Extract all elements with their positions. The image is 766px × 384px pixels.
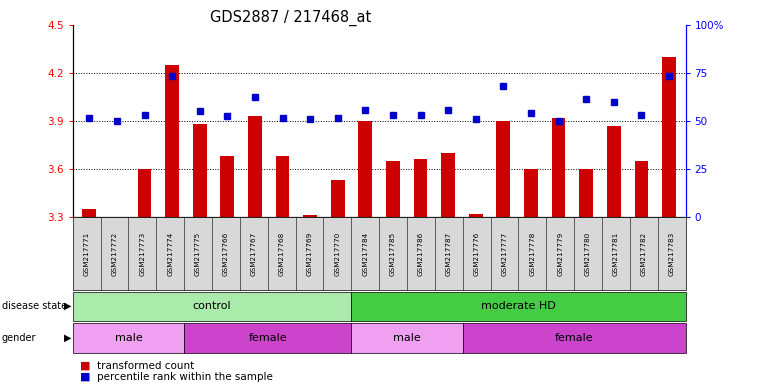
Bar: [193, 124, 207, 217]
Text: gender: gender: [2, 333, 36, 343]
Bar: [276, 156, 290, 217]
Text: ▶: ▶: [64, 301, 72, 311]
Bar: [165, 65, 179, 217]
Bar: [248, 116, 262, 217]
Bar: [331, 180, 345, 217]
Text: GSM217766: GSM217766: [223, 231, 229, 276]
Bar: [579, 169, 593, 217]
Text: GSM217778: GSM217778: [529, 231, 535, 276]
Text: GSM217787: GSM217787: [446, 231, 452, 276]
Bar: [552, 118, 565, 217]
Text: GSM217779: GSM217779: [557, 231, 563, 276]
Text: GSM217786: GSM217786: [418, 231, 424, 276]
Text: percentile rank within the sample: percentile rank within the sample: [97, 372, 273, 382]
Text: GSM217769: GSM217769: [306, 231, 313, 276]
Text: GDS2887 / 217468_at: GDS2887 / 217468_at: [211, 10, 372, 26]
Bar: [469, 214, 483, 217]
Text: male: male: [393, 333, 421, 343]
Text: GSM217781: GSM217781: [613, 231, 619, 276]
Bar: [634, 161, 648, 217]
Text: female: female: [248, 333, 287, 343]
Text: transformed count: transformed count: [97, 361, 195, 371]
Text: GSM217775: GSM217775: [195, 231, 201, 276]
Text: GSM217777: GSM217777: [502, 231, 508, 276]
Text: GSM217784: GSM217784: [362, 231, 368, 276]
Bar: [524, 169, 538, 217]
Bar: [441, 153, 455, 217]
Text: female: female: [555, 333, 594, 343]
Bar: [110, 217, 124, 220]
Text: control: control: [193, 301, 231, 311]
Text: GSM217776: GSM217776: [473, 231, 480, 276]
Text: GSM217774: GSM217774: [167, 231, 173, 276]
Bar: [83, 209, 97, 217]
Text: GSM217780: GSM217780: [585, 231, 591, 276]
Text: male: male: [115, 333, 142, 343]
Text: GSM217771: GSM217771: [83, 231, 90, 276]
Text: moderate HD: moderate HD: [481, 301, 556, 311]
Text: GSM217785: GSM217785: [390, 231, 396, 276]
Text: GSM217767: GSM217767: [250, 231, 257, 276]
Text: GSM217773: GSM217773: [139, 231, 146, 276]
Bar: [386, 161, 400, 217]
Text: GSM217768: GSM217768: [279, 231, 285, 276]
Text: GSM217782: GSM217782: [641, 231, 647, 276]
Bar: [138, 169, 152, 217]
Bar: [607, 126, 620, 217]
Text: GSM217783: GSM217783: [669, 231, 675, 276]
Bar: [221, 156, 234, 217]
Text: GSM217770: GSM217770: [335, 231, 340, 276]
Text: disease state: disease state: [2, 301, 67, 311]
Bar: [662, 57, 676, 217]
Bar: [496, 121, 510, 217]
Bar: [358, 121, 372, 217]
Bar: [303, 215, 317, 217]
Text: GSM217772: GSM217772: [112, 231, 117, 276]
Bar: [414, 159, 427, 217]
Text: ■: ■: [80, 372, 91, 382]
Text: ■: ■: [80, 361, 91, 371]
Text: ▶: ▶: [64, 333, 72, 343]
